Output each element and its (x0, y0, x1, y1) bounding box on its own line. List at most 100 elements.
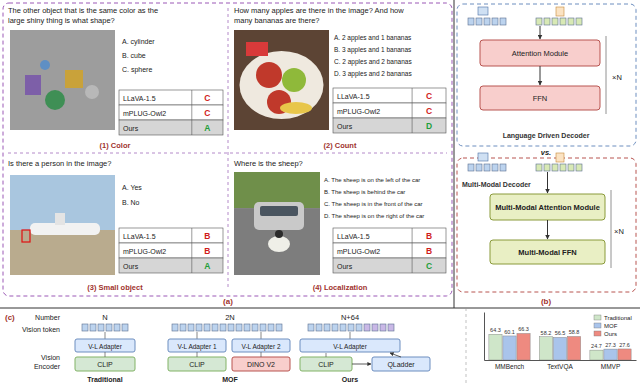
table-row (333, 118, 446, 133)
token (276, 324, 282, 331)
table-row (119, 90, 223, 105)
answer: B (204, 231, 210, 241)
token (244, 324, 250, 331)
data-label: 58.8 (569, 329, 580, 335)
table-divider (191, 90, 192, 105)
table-divider (412, 243, 413, 258)
panel-b: Attention ModuleFFN×NLanguage Driven Dec… (454, 0, 636, 308)
token (568, 18, 574, 25)
table-divider (191, 120, 192, 135)
option: D. The sheep is on the right of the car (324, 213, 424, 219)
legend-swatch (594, 331, 601, 336)
token (468, 164, 474, 171)
legend-label: Ours (604, 331, 617, 337)
x-tick: TextVQA (547, 360, 573, 371)
answer: A (204, 123, 210, 133)
bars (489, 333, 631, 360)
token (236, 324, 242, 331)
adapter-label: V-L Adapter 1 (177, 343, 217, 351)
image-sky (10, 175, 115, 230)
shape (246, 42, 268, 56)
token (536, 164, 542, 171)
encoder-label: QLadder (387, 361, 415, 369)
x-tick-label: MMBench (495, 363, 525, 370)
token (484, 18, 490, 25)
y-axis (484, 313, 485, 361)
column: 2NV-L Adapter 1V-L Adapter 2CLIPDINO V2M… (168, 313, 290, 383)
token (356, 324, 362, 331)
token (114, 324, 120, 331)
text-icon (556, 153, 564, 162)
answer: B (426, 231, 432, 241)
option: C. 2 apples and 2 bananas (334, 58, 412, 66)
image (234, 172, 320, 275)
question: How many apples are there in the image? … (234, 6, 404, 15)
repeat: ×N (614, 227, 624, 236)
separator (0, 308, 640, 309)
bar (489, 334, 502, 360)
model-name: LLaVA-1.5 (123, 95, 156, 102)
token (484, 164, 490, 171)
adapter (300, 339, 400, 352)
token (260, 324, 266, 331)
token (476, 18, 482, 25)
token (544, 164, 550, 171)
legend: TraditionalMOFOurs (594, 315, 632, 337)
table-row (119, 258, 223, 273)
image-icon (478, 7, 488, 15)
answer: C (426, 106, 432, 116)
legend-swatch (594, 315, 601, 320)
model-name: Ours (123, 125, 139, 132)
token (468, 18, 474, 25)
question: large shiny thing is what shape? (8, 16, 115, 25)
module-label: Attention Module (512, 49, 568, 58)
panel-label: (c) (5, 313, 15, 322)
sheep (268, 236, 290, 252)
encoder (232, 357, 290, 371)
option: B. No (122, 199, 140, 206)
token-number: N+64 (341, 313, 359, 322)
model-name: mPLUG-Owl2 (123, 248, 166, 255)
arrow (352, 364, 371, 365)
table-row (333, 103, 446, 118)
arrow (390, 353, 401, 357)
connector (197, 352, 198, 357)
adapter-label: V-L Adapter (333, 343, 368, 351)
token (552, 164, 558, 171)
connector (105, 352, 106, 357)
token (172, 324, 178, 331)
option: B. 3 apples and 1 bananas (334, 46, 412, 54)
option: A. Yes (122, 184, 142, 191)
legend-label: MOF (604, 323, 618, 329)
image (10, 30, 115, 130)
option: D. 3 apples and 2 bananas (334, 70, 412, 78)
option: C. sphere (122, 66, 152, 74)
table-row (333, 258, 446, 273)
model-name: mPLUG-Owl2 (337, 248, 380, 255)
data-labels: 64.358.224.760.156.527.366.358.827.6 (490, 326, 630, 349)
option: B. The sheep is behind the car (324, 189, 405, 195)
bar (553, 337, 566, 360)
divider (8, 153, 447, 154)
token (122, 324, 128, 331)
table-divider (191, 105, 192, 120)
token (492, 18, 498, 25)
adapter (232, 339, 290, 352)
x-tick-label: TextVQA (547, 363, 573, 371)
adapter (168, 339, 226, 352)
encoder (372, 357, 430, 371)
token (98, 324, 104, 331)
shape (85, 85, 99, 99)
image-ground (10, 230, 115, 275)
option: A. 2 apples and 1 bananas (334, 34, 412, 42)
table-row (119, 243, 223, 258)
decoder-title: Multi-Modal Decoder (462, 181, 531, 188)
connector (261, 352, 262, 357)
answer: B (426, 246, 432, 256)
table-divider (412, 228, 413, 243)
token (196, 324, 202, 331)
table-divider (412, 118, 413, 133)
module (480, 86, 600, 110)
bar (503, 336, 516, 360)
answer: C (426, 261, 432, 271)
